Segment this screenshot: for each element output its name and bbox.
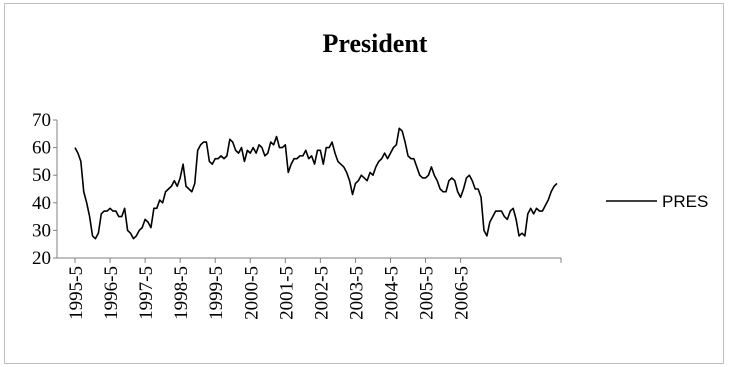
x-tick-label: 2005-5 <box>417 266 438 320</box>
y-tick-label: 60 <box>32 138 51 159</box>
x-tick-label: 2001-5 <box>276 266 297 320</box>
x-tick-label: 1999-5 <box>206 266 227 320</box>
y-tick-label: 40 <box>32 193 51 214</box>
chart-frame: President 70 60 50 40 30 20 1995-5 1996-5 1997-… <box>4 3 724 364</box>
x-tick-label: 1997-5 <box>136 266 157 320</box>
y-tick-label: 70 <box>32 110 51 131</box>
x-tick-label: 2006-5 <box>452 266 473 320</box>
legend-label-pres: PRES <box>662 192 708 211</box>
x-tick-label: 2004-5 <box>381 266 402 320</box>
line-chart: President 70 60 50 40 30 20 1995-5 1996-5 1997-… <box>32 29 708 320</box>
x-tick-label: 2003-5 <box>346 266 367 320</box>
x-tick-label: 1996-5 <box>101 266 122 320</box>
series-line-pres <box>74 127 558 240</box>
x-tick-label: 1995-5 <box>66 266 87 320</box>
series-layer <box>74 127 558 240</box>
y-axis: 70 60 50 40 30 20 <box>32 110 58 269</box>
y-tick-label: 20 <box>32 248 51 269</box>
x-axis: 1995-5 1996-5 1997-5 1998-5 1999-5 2000-5 2001… <box>57 257 562 320</box>
chart-title: President <box>323 29 428 58</box>
y-tick-label: 30 <box>32 220 51 241</box>
legend: PRES <box>606 192 708 211</box>
y-tick-label: 50 <box>32 165 51 186</box>
x-tick-label: 1998-5 <box>171 266 192 320</box>
x-tick-label: 2002-5 <box>311 266 332 320</box>
x-tick-label: 2000-5 <box>241 266 262 320</box>
